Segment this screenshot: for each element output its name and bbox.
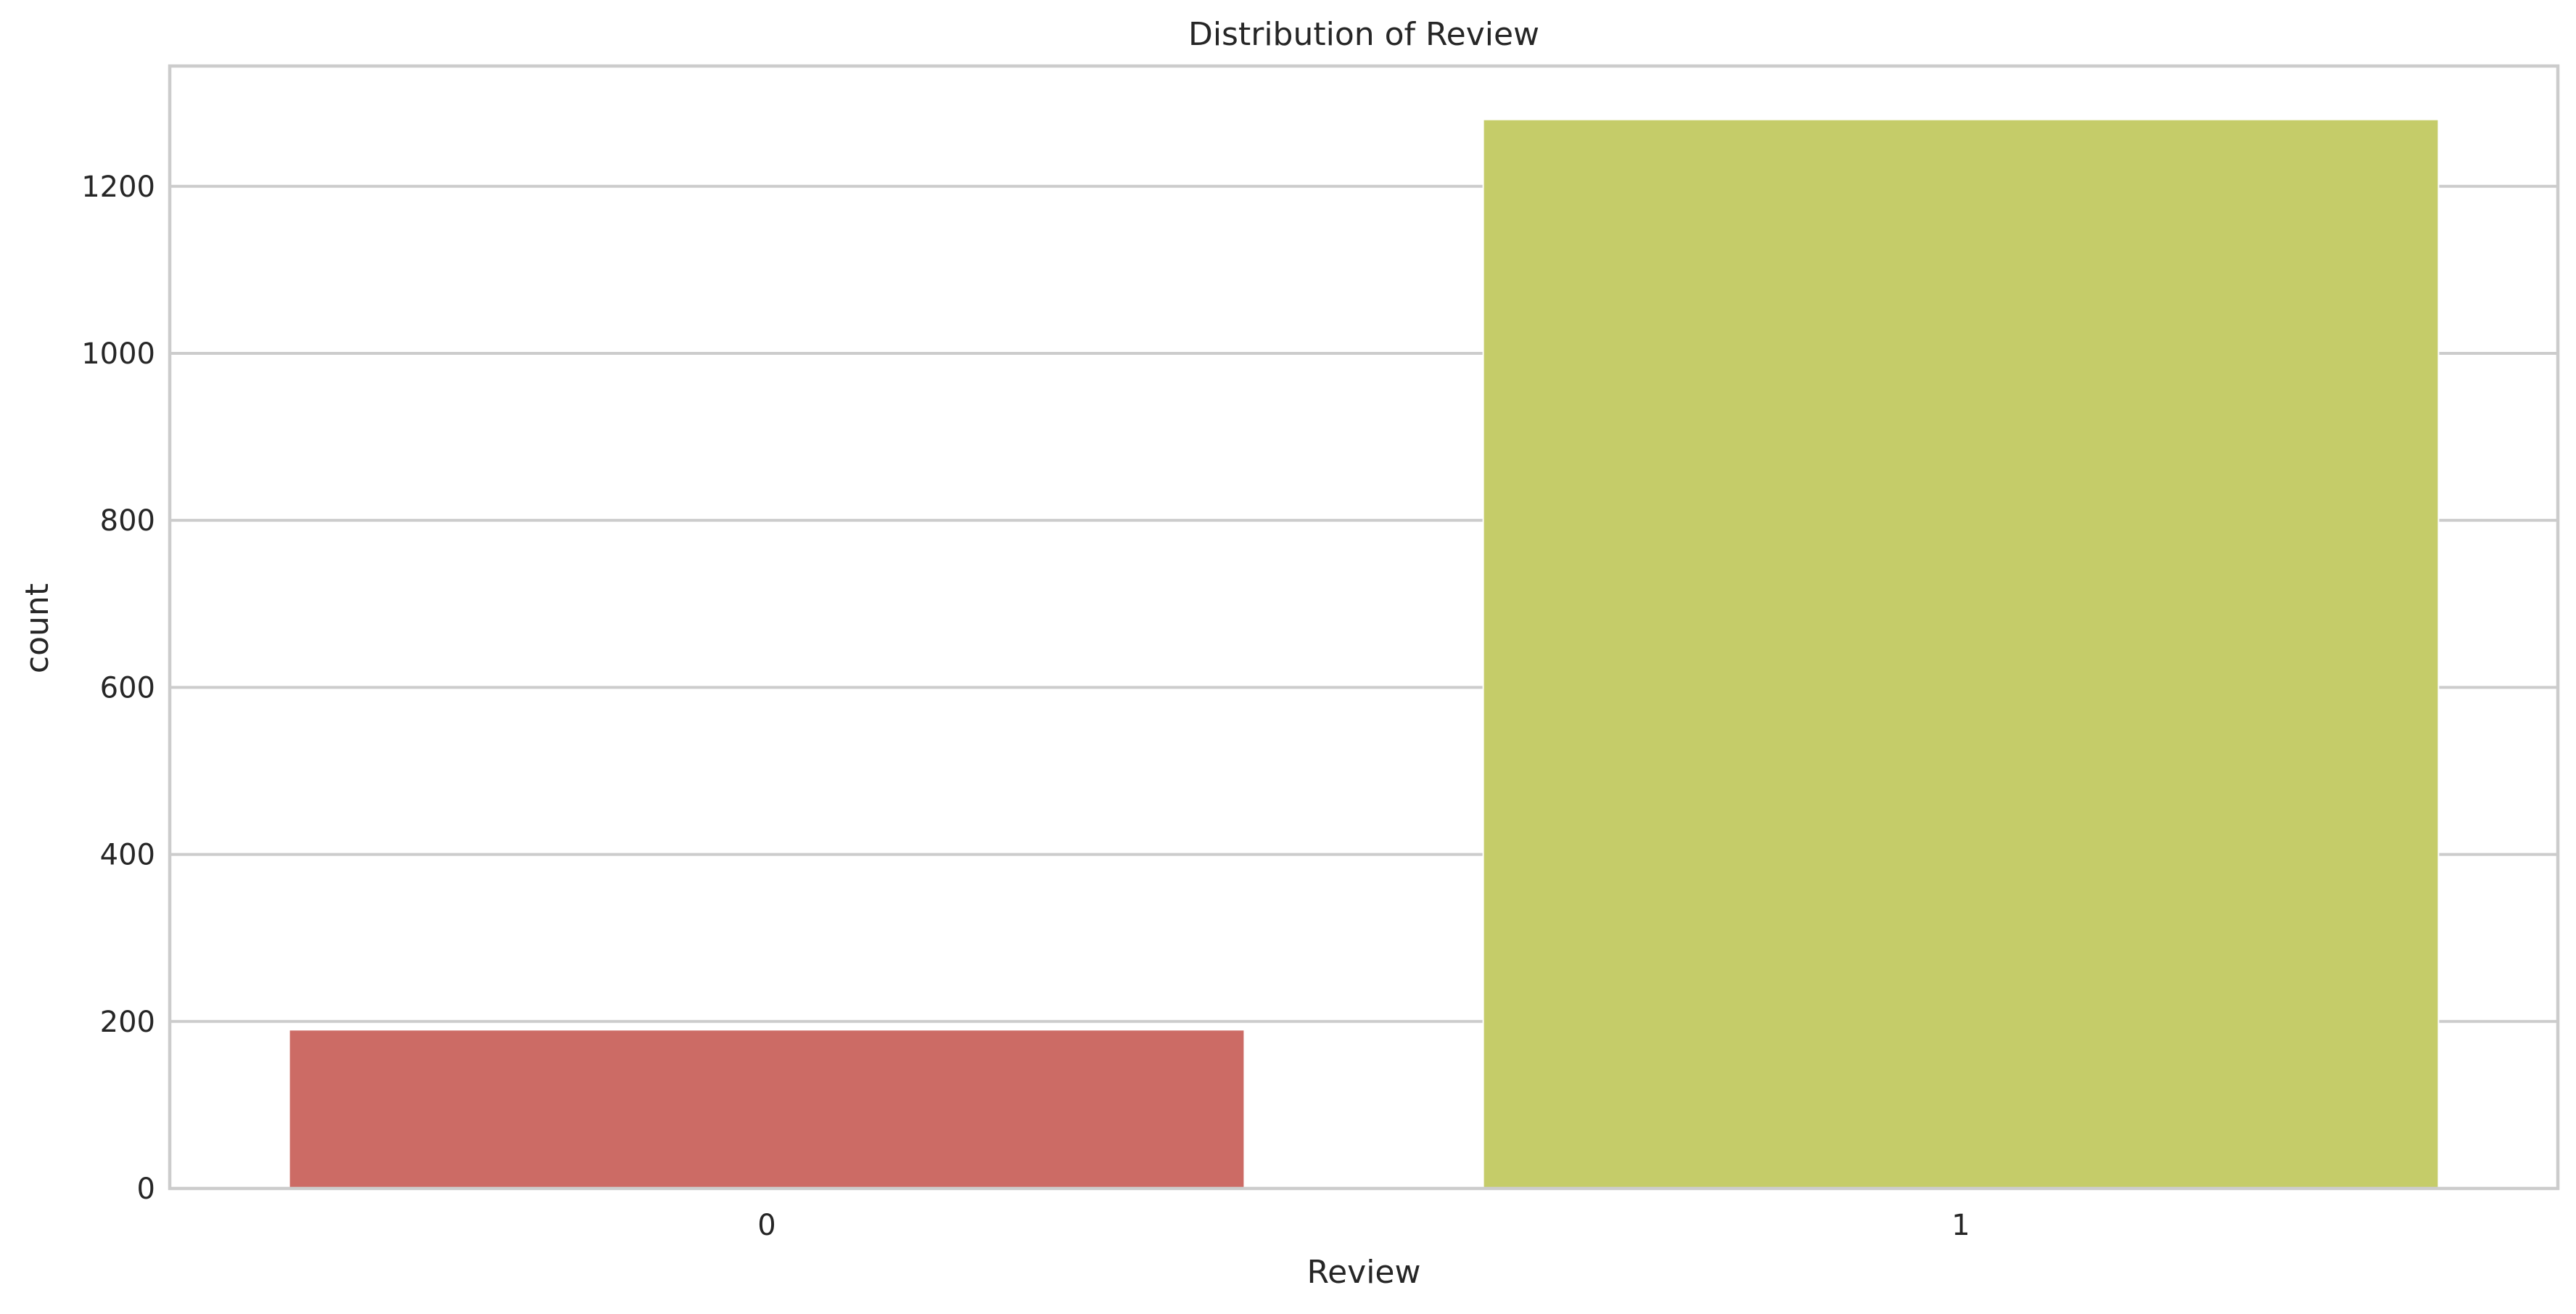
x-tick-label: 1 [1951, 1209, 1970, 1242]
chart-title: Distribution of Review [1188, 16, 1539, 53]
y-tick-label: 1200 [81, 171, 155, 204]
y-axis-ticks: 0 200 400 600 800 1000 1200 [81, 171, 155, 1206]
y-tick-label: 1000 [81, 337, 155, 371]
x-tick-label: 0 [757, 1209, 775, 1242]
y-tick-label: 600 [100, 671, 155, 705]
bars [288, 118, 2440, 1190]
plot-frame [168, 64, 2560, 1191]
y-tick-label: 200 [100, 1006, 155, 1039]
y-axis-label: count [19, 583, 56, 673]
y-tick-label: 400 [100, 839, 155, 872]
x-axis-label: Review [1307, 1254, 1421, 1291]
y-tick-label: 0 [137, 1173, 155, 1206]
y-tick-label: 800 [100, 504, 155, 538]
bar-0 [288, 1029, 1246, 1190]
bar-1 [1482, 118, 2440, 1190]
